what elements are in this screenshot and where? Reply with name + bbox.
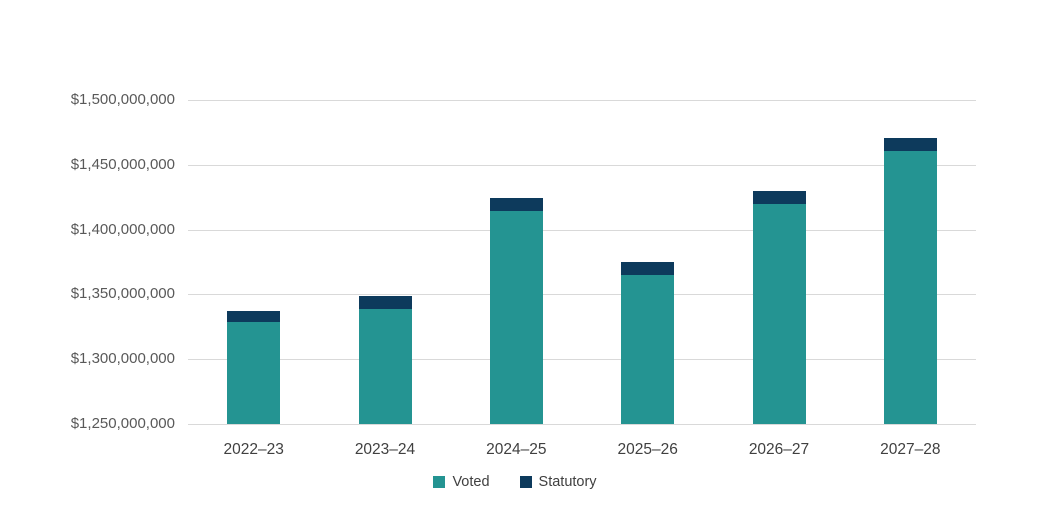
statutory-segment <box>621 262 675 275</box>
x-tick-label: 2025–26 <box>617 441 678 458</box>
x-tick-label: 2026–27 <box>748 441 810 458</box>
y-tick-label: $1,450,000,000 <box>70 155 175 173</box>
y-tick-label: $1,350,000,000 <box>70 285 175 303</box>
bar-2027–28 <box>883 137 937 424</box>
statutory-segment <box>489 198 543 212</box>
legend-entry-voted: Voted <box>433 474 490 490</box>
voted-swatch-icon <box>433 476 446 488</box>
y-tick-label: $1,300,000,000 <box>70 350 175 368</box>
y-tick-label: $1,500,000,000 <box>70 91 175 108</box>
voted-segment <box>358 308 412 424</box>
voted-segment <box>883 150 937 424</box>
gridline <box>188 229 976 231</box>
x-tick-label: 2027–28 <box>880 441 941 458</box>
gridline <box>188 424 976 425</box>
gridline <box>188 294 976 296</box>
legend-entry-statutory: Statutory <box>519 474 597 490</box>
bar-2026–27 <box>752 190 806 424</box>
bar-2025–26 <box>621 262 675 424</box>
x-tick-label: 2023–24 <box>354 441 416 458</box>
statutory-segment <box>883 137 937 151</box>
legend-label-voted: Voted <box>452 474 490 490</box>
statutory-segment <box>358 295 412 309</box>
y-tick-label: $1,250,000,000 <box>70 415 175 432</box>
gridline <box>188 164 976 166</box>
y-tick-label: $1,400,000,000 <box>70 220 175 238</box>
voted-segment <box>227 321 281 424</box>
x-tick-label: 2024–25 <box>486 441 547 458</box>
bar-2023–24 <box>358 295 412 424</box>
voted-segment <box>752 203 806 424</box>
voted-segment <box>489 211 543 424</box>
statutory-swatch-icon <box>519 476 532 488</box>
legend: Voted Statutory <box>0 474 1030 490</box>
statutory-segment <box>227 311 281 322</box>
statutory-segment <box>752 190 806 204</box>
gridline <box>188 359 976 361</box>
bar-2024–25 <box>489 198 543 424</box>
x-tick-label: 2022–23 <box>223 441 284 458</box>
gridline <box>188 100 976 101</box>
legend-label-statutory: Statutory <box>538 474 597 490</box>
bar-2022–23 <box>227 311 281 424</box>
voted-segment <box>621 274 675 424</box>
